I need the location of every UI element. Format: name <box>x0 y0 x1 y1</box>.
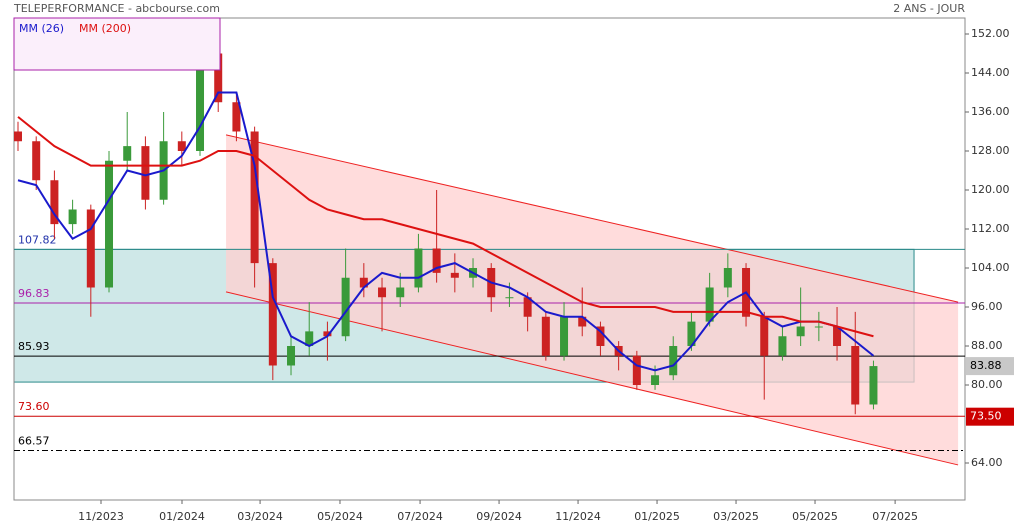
period: 2 ANS - JOUR <box>893 2 965 15</box>
candle-body <box>68 209 77 225</box>
y-tick-label: 104.00 <box>971 261 1010 274</box>
x-tick-label: 03/2024 <box>237 510 283 523</box>
candle-body <box>378 287 387 298</box>
y-tick-label: 64.00 <box>971 456 1003 469</box>
candle-body <box>141 146 150 200</box>
x-tick-label: 09/2024 <box>476 510 522 523</box>
y-tick-label: 128.00 <box>971 144 1010 157</box>
candle-body <box>287 345 296 366</box>
channel-area <box>226 134 959 465</box>
candle-body <box>814 326 823 328</box>
candle-body <box>341 277 350 337</box>
x-tick-label: 01/2025 <box>634 510 680 523</box>
x-tick-label: 05/2025 <box>792 510 838 523</box>
y-tick-label: 96.00 <box>971 300 1003 313</box>
candle-body <box>760 316 769 356</box>
candle-body <box>851 345 860 405</box>
frame <box>13 17 966 501</box>
candle-body <box>796 326 805 337</box>
candle-body <box>778 336 787 356</box>
y-tick-label: 88.00 <box>971 339 1003 352</box>
candle-body <box>14 131 23 142</box>
candle-body <box>669 345 678 376</box>
x-tick-label: 05/2024 <box>317 510 363 523</box>
x-tick-label: 07/2025 <box>872 510 918 523</box>
y-tick-label: 80.00 <box>971 378 1003 391</box>
y-tick-label: 136.00 <box>971 105 1010 118</box>
moving-average <box>17 116 874 338</box>
y-tick-label: 112.00 <box>971 222 1010 235</box>
channel-line <box>225 134 959 303</box>
candle-body <box>396 287 405 298</box>
candle-body <box>232 102 241 132</box>
level-label: 85.93 <box>18 340 50 353</box>
candle-body <box>705 287 714 322</box>
price-tag <box>966 407 1014 426</box>
candle-body <box>177 141 186 151</box>
level-label: 107.82 <box>18 233 57 246</box>
level-label: 66.57 <box>18 434 50 447</box>
candle-body <box>432 248 441 273</box>
title: TELEPERFORMANCE - abcbourse.com <box>13 2 220 15</box>
candle-body <box>560 316 569 356</box>
x-tick-label: 03/2025 <box>713 510 759 523</box>
legend-entry: MM (200) <box>79 22 131 35</box>
candle-body <box>196 53 205 151</box>
candle-body <box>32 141 41 181</box>
candle-body <box>687 321 696 346</box>
y-tick-label: 144.00 <box>971 66 1010 79</box>
y-tick-label: 152.00 <box>971 27 1010 40</box>
candle-body <box>869 366 878 405</box>
candle-body <box>305 331 314 346</box>
candle-body <box>450 272 459 278</box>
price-tag-label: 73.50 <box>970 410 1002 423</box>
y-tick-label: 120.00 <box>971 183 1010 196</box>
price-tag-label: 83.88 <box>970 359 1002 372</box>
candle-body <box>632 355 641 385</box>
candle-body <box>541 316 550 356</box>
x-tick-label: 07/2024 <box>397 510 443 523</box>
candle-body <box>578 316 587 327</box>
candle-body <box>414 248 423 288</box>
legend-entry: MM (26) <box>19 22 64 35</box>
candle-body <box>105 160 114 288</box>
candle-body <box>250 131 259 264</box>
candle-body <box>123 146 132 161</box>
level-label: 73.60 <box>18 400 50 413</box>
candle-body <box>359 277 368 288</box>
candle-body <box>651 375 660 385</box>
candle-body <box>86 209 95 288</box>
legend-box <box>13 17 221 71</box>
x-tick-label: 11/2024 <box>555 510 601 523</box>
candle-body <box>323 331 332 337</box>
x-tick-label: 11/2023 <box>78 510 124 523</box>
candle-body <box>268 263 277 366</box>
candle-body <box>723 267 732 288</box>
candle-body <box>505 297 514 299</box>
level-label: 96.83 <box>18 287 50 300</box>
candle-body <box>596 326 605 346</box>
x-tick-label: 01/2024 <box>159 510 205 523</box>
candle-body <box>833 326 842 346</box>
candle-body <box>214 53 223 103</box>
price-tag <box>966 357 1014 376</box>
candle-body <box>523 297 532 317</box>
moving-average <box>17 91 875 372</box>
candle-body <box>50 180 59 225</box>
